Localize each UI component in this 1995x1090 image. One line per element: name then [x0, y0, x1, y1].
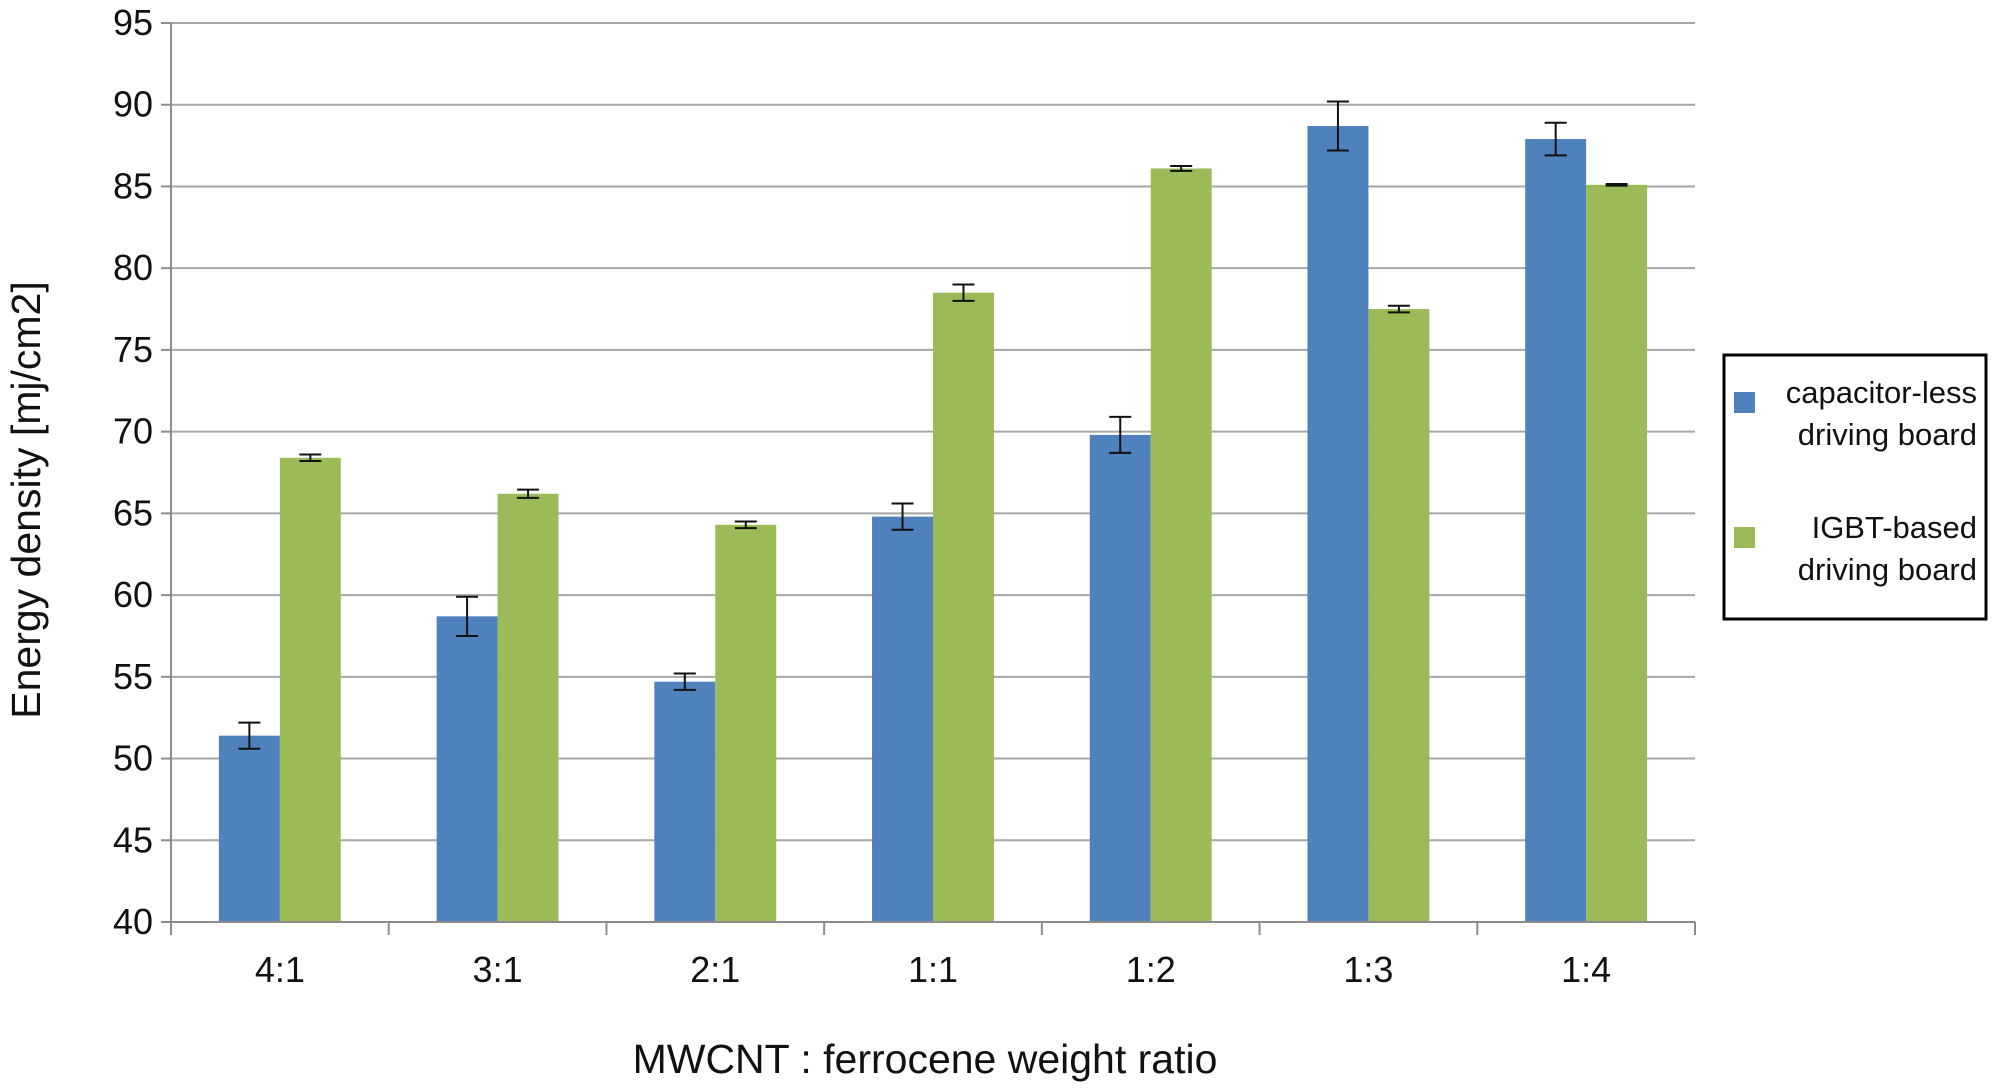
x-axis-title: MWCNT : ferrocene weight ratio	[633, 1036, 1218, 1082]
legend-label: driving board	[1798, 552, 1977, 587]
x-tick-label: 3:1	[473, 949, 523, 990]
bar-capacitor-less-1-1	[872, 516, 933, 922]
x-tick-label: 2:1	[690, 949, 740, 990]
axes	[161, 22, 1696, 935]
y-tick-label: 75	[113, 329, 153, 370]
legend: capacitor-less driving board IGBT-based dri…	[1722, 353, 1988, 621]
x-tick-label: 1:4	[1561, 949, 1611, 990]
bar-igbt-based-2-1	[715, 524, 777, 922]
bar-capacitor-less-2-1	[654, 681, 716, 922]
bar-igbt-based-4-1	[279, 457, 341, 922]
y-tick-label: 80	[113, 247, 153, 288]
legend-box	[1722, 353, 1988, 621]
y-tick-label: 70	[113, 411, 153, 452]
y-tick-label: 65	[113, 492, 153, 533]
error-bars	[238, 100, 1628, 750]
y-tick-label: 95	[113, 2, 153, 43]
bar-capacitor-less-1-3	[1307, 125, 1369, 922]
bar-igbt-based-1-3	[1368, 309, 1430, 923]
legend-swatch-igbt-based	[1734, 527, 1755, 548]
legend-label: IGBT-based	[1812, 510, 1977, 545]
legend-label: capacitor-less	[1786, 375, 1977, 410]
bar-capacitor-less-3-1	[436, 616, 498, 922]
bar-igbt-based-1-2	[1150, 168, 1212, 922]
bar-igbt-based-1-4	[1586, 184, 1648, 922]
x-tick-label: 1:3	[1343, 949, 1393, 990]
y-tick-labels: 40 45 50 55 60 65 70 75 80 85 90 95	[113, 2, 153, 942]
bar-igbt-based-3-1	[497, 493, 559, 922]
y-axis-title: Energy density [mj/cm2]	[3, 281, 49, 719]
legend-label: driving board	[1798, 417, 1977, 452]
bar-igbt-based-1-1	[933, 292, 994, 922]
bar-capacitor-less-1-2	[1089, 434, 1151, 922]
y-tick-label: 85	[113, 165, 153, 206]
y-tick-label: 90	[113, 84, 153, 125]
legend-swatch-capacitor-less	[1734, 392, 1755, 413]
y-tick-label: 60	[113, 574, 153, 615]
bars	[218, 125, 1648, 923]
y-tick-label: 40	[113, 901, 153, 942]
y-tick-label: 50	[113, 738, 153, 779]
x-tick-label: 1:1	[908, 949, 958, 990]
y-tick-label: 55	[113, 656, 153, 697]
x-tick-label: 1:2	[1126, 949, 1176, 990]
y-tick-label: 45	[113, 819, 153, 860]
x-tick-labels: 4:1 3:1 2:1 1:1 1:2 1:3 1:4	[255, 949, 1611, 990]
bar-capacitor-less-4-1	[218, 735, 280, 922]
bar-capacitor-less-1-4	[1525, 139, 1587, 922]
x-tick-label: 4:1	[255, 949, 305, 990]
